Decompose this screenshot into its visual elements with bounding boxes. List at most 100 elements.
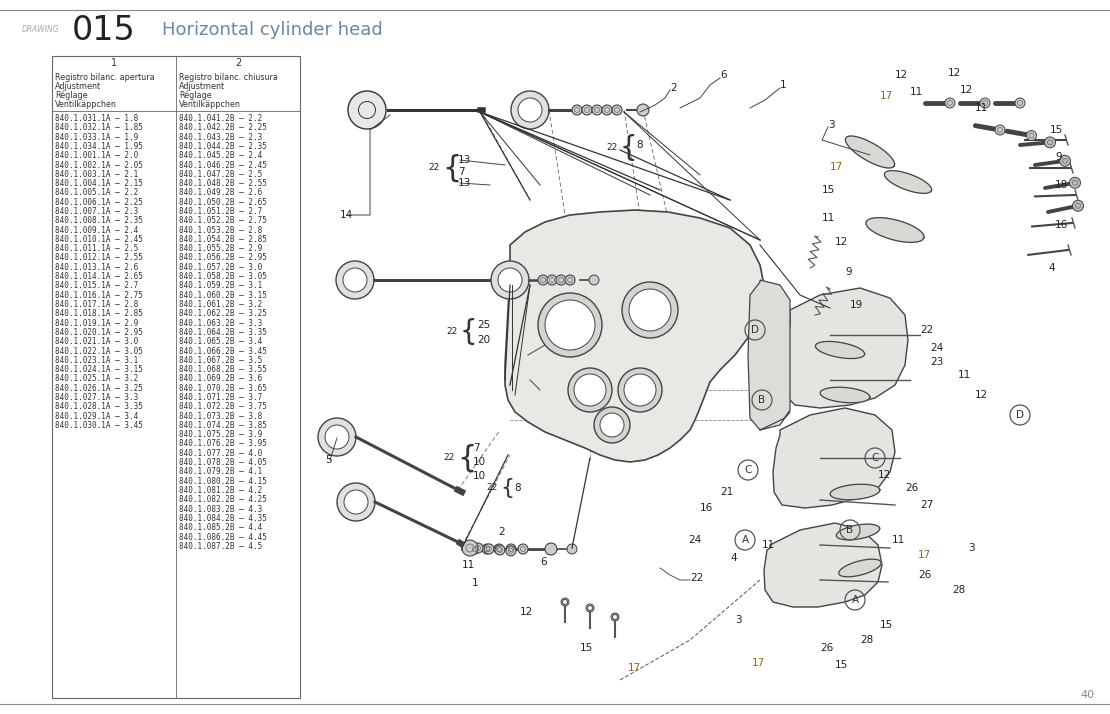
Text: 840.1.065.2B – 3.4: 840.1.065.2B – 3.4	[179, 337, 262, 346]
Text: 840.1.056.2B – 2.95: 840.1.056.2B – 2.95	[179, 253, 266, 263]
Text: 840.1.026.1A – 3.25: 840.1.026.1A – 3.25	[56, 383, 143, 393]
Circle shape	[495, 545, 505, 555]
Text: 13: 13	[458, 178, 472, 188]
Polygon shape	[830, 484, 880, 500]
Text: 15: 15	[880, 620, 894, 630]
Text: 840.1.024.1A – 3.15: 840.1.024.1A – 3.15	[56, 365, 143, 374]
Text: 840.1.023.1A – 3.1: 840.1.023.1A – 3.1	[56, 356, 139, 365]
Text: 840.1.062.2B – 3.25: 840.1.062.2B – 3.25	[179, 309, 266, 318]
Text: {: {	[457, 443, 476, 473]
Circle shape	[518, 98, 542, 122]
Text: 19: 19	[850, 300, 864, 310]
Polygon shape	[885, 171, 931, 193]
Text: 840.1.013.1A – 2.6: 840.1.013.1A – 2.6	[56, 263, 139, 272]
Circle shape	[567, 544, 577, 554]
Circle shape	[473, 543, 483, 553]
Text: {: {	[620, 134, 637, 162]
Text: 3: 3	[828, 120, 835, 130]
Text: 840.1.082.2B – 4.25: 840.1.082.2B – 4.25	[179, 496, 266, 504]
Circle shape	[561, 598, 569, 606]
Polygon shape	[773, 408, 895, 508]
Text: 2: 2	[670, 83, 677, 93]
Text: 9: 9	[1054, 152, 1061, 162]
Text: 840.1.004.1A – 2.15: 840.1.004.1A – 2.15	[56, 179, 143, 188]
Text: 840.1.002.1A – 2.05: 840.1.002.1A – 2.05	[56, 161, 143, 169]
Polygon shape	[748, 280, 790, 430]
Text: 15: 15	[835, 660, 848, 670]
Text: Registro bilanc. apertura: Registro bilanc. apertura	[56, 73, 154, 82]
Circle shape	[506, 544, 516, 554]
Text: 840.1.033.1A – 1.9: 840.1.033.1A – 1.9	[56, 133, 139, 141]
Text: 24: 24	[930, 343, 944, 353]
Text: 3: 3	[968, 543, 975, 553]
Circle shape	[582, 105, 592, 115]
Text: 840.1.025.1A – 3.2: 840.1.025.1A – 3.2	[56, 374, 139, 383]
Circle shape	[518, 544, 528, 554]
Circle shape	[506, 546, 516, 556]
Circle shape	[624, 374, 656, 406]
Text: Réglage: Réglage	[179, 91, 212, 101]
Circle shape	[336, 261, 374, 299]
Text: 840.1.051.2B – 2.7: 840.1.051.2B – 2.7	[179, 207, 262, 216]
Text: 22: 22	[607, 144, 618, 153]
Text: 840.1.072.2B – 3.75: 840.1.072.2B – 3.75	[179, 402, 266, 411]
Text: 840.1.021.1A – 3.0: 840.1.021.1A – 3.0	[56, 337, 139, 346]
Text: 24: 24	[688, 535, 702, 545]
Text: 840.1.086.2B – 4.45: 840.1.086.2B – 4.45	[179, 533, 266, 541]
Text: 840.1.011.1A – 2.5: 840.1.011.1A – 2.5	[56, 244, 139, 253]
Text: 12: 12	[878, 470, 891, 480]
Text: 1: 1	[472, 578, 478, 588]
Text: 840.1.069.2B – 3.6: 840.1.069.2B – 3.6	[179, 374, 262, 383]
Text: {: {	[500, 478, 514, 498]
Circle shape	[592, 105, 602, 115]
Text: 10: 10	[473, 457, 486, 467]
Text: 840.1.060.2B – 3.15: 840.1.060.2B – 3.15	[179, 291, 266, 300]
Text: 840.1.016.1A – 2.75: 840.1.016.1A – 2.75	[56, 291, 143, 300]
Circle shape	[547, 275, 557, 285]
Text: 12: 12	[519, 607, 533, 617]
Text: DRAWING: DRAWING	[22, 26, 60, 34]
Circle shape	[343, 268, 367, 292]
Circle shape	[556, 275, 566, 285]
Polygon shape	[816, 341, 865, 358]
Text: 840.1.059.2B – 3.1: 840.1.059.2B – 3.1	[179, 281, 262, 291]
Text: A: A	[741, 535, 748, 545]
Circle shape	[344, 490, 369, 514]
Text: 840.1.047.2B – 2.5: 840.1.047.2B – 2.5	[179, 170, 262, 178]
Text: 840.1.017.1A – 2.8: 840.1.017.1A – 2.8	[56, 300, 139, 309]
Text: 25: 25	[477, 320, 491, 330]
Text: 12: 12	[895, 70, 908, 80]
Text: 840.1.032.1A – 1.85: 840.1.032.1A – 1.85	[56, 124, 143, 132]
Text: B: B	[847, 525, 854, 535]
Text: D: D	[751, 325, 759, 335]
Polygon shape	[846, 136, 895, 168]
Text: 22: 22	[690, 573, 704, 583]
Circle shape	[565, 275, 575, 285]
Text: B: B	[758, 395, 766, 405]
Text: 840.1.010.1A – 2.45: 840.1.010.1A – 2.45	[56, 235, 143, 244]
Text: 7: 7	[458, 167, 465, 177]
Text: 840.1.076.2B – 3.95: 840.1.076.2B – 3.95	[179, 440, 266, 448]
Text: 840.1.044.2B – 2.35: 840.1.044.2B – 2.35	[179, 142, 266, 151]
Circle shape	[1027, 131, 1037, 141]
Circle shape	[622, 282, 678, 338]
Circle shape	[613, 615, 617, 620]
Text: 840.1.015.1A – 2.7: 840.1.015.1A – 2.7	[56, 281, 139, 291]
Circle shape	[1070, 177, 1080, 188]
Text: 840.1.066.2B – 3.45: 840.1.066.2B – 3.45	[179, 346, 266, 356]
Text: Adjustment: Adjustment	[56, 82, 101, 91]
Circle shape	[602, 105, 612, 115]
Text: 840.1.003.1A – 2.1: 840.1.003.1A – 2.1	[56, 170, 139, 178]
Text: 4: 4	[730, 553, 737, 563]
Text: 26: 26	[820, 643, 834, 653]
Text: 840.1.079.2B – 4.1: 840.1.079.2B – 4.1	[179, 468, 262, 476]
Text: 22: 22	[428, 164, 440, 173]
Text: 840.1.031.1A – 1.8: 840.1.031.1A – 1.8	[56, 114, 139, 123]
Circle shape	[587, 605, 593, 610]
Circle shape	[538, 293, 602, 357]
Text: 840.1.077.2B – 4.0: 840.1.077.2B – 4.0	[179, 449, 262, 458]
Text: 840.1.019.1A – 2.9: 840.1.019.1A – 2.9	[56, 318, 139, 328]
Text: 11: 11	[892, 535, 906, 545]
Text: 840.1.080.2B – 4.15: 840.1.080.2B – 4.15	[179, 477, 266, 486]
Text: 11: 11	[975, 103, 988, 113]
